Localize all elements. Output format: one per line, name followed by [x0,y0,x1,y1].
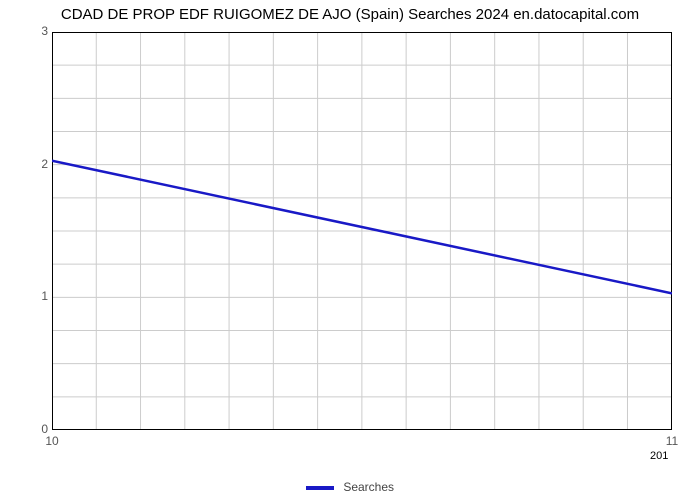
grid [52,32,672,430]
x-tick-label: 10 [42,434,62,448]
y-tick-label: 1 [34,289,48,303]
chart-plot [52,32,672,430]
chart-title: CDAD DE PROP EDF RUIGOMEZ DE AJO (Spain)… [0,6,700,23]
x-sup-label: 201 [650,450,668,462]
legend-label: Searches [343,480,394,494]
x-tick-label: 11 [662,434,682,448]
legend-swatch [306,486,334,490]
y-tick-label: 2 [34,157,48,171]
legend: Searches [0,480,700,494]
y-tick-label: 3 [34,24,48,38]
